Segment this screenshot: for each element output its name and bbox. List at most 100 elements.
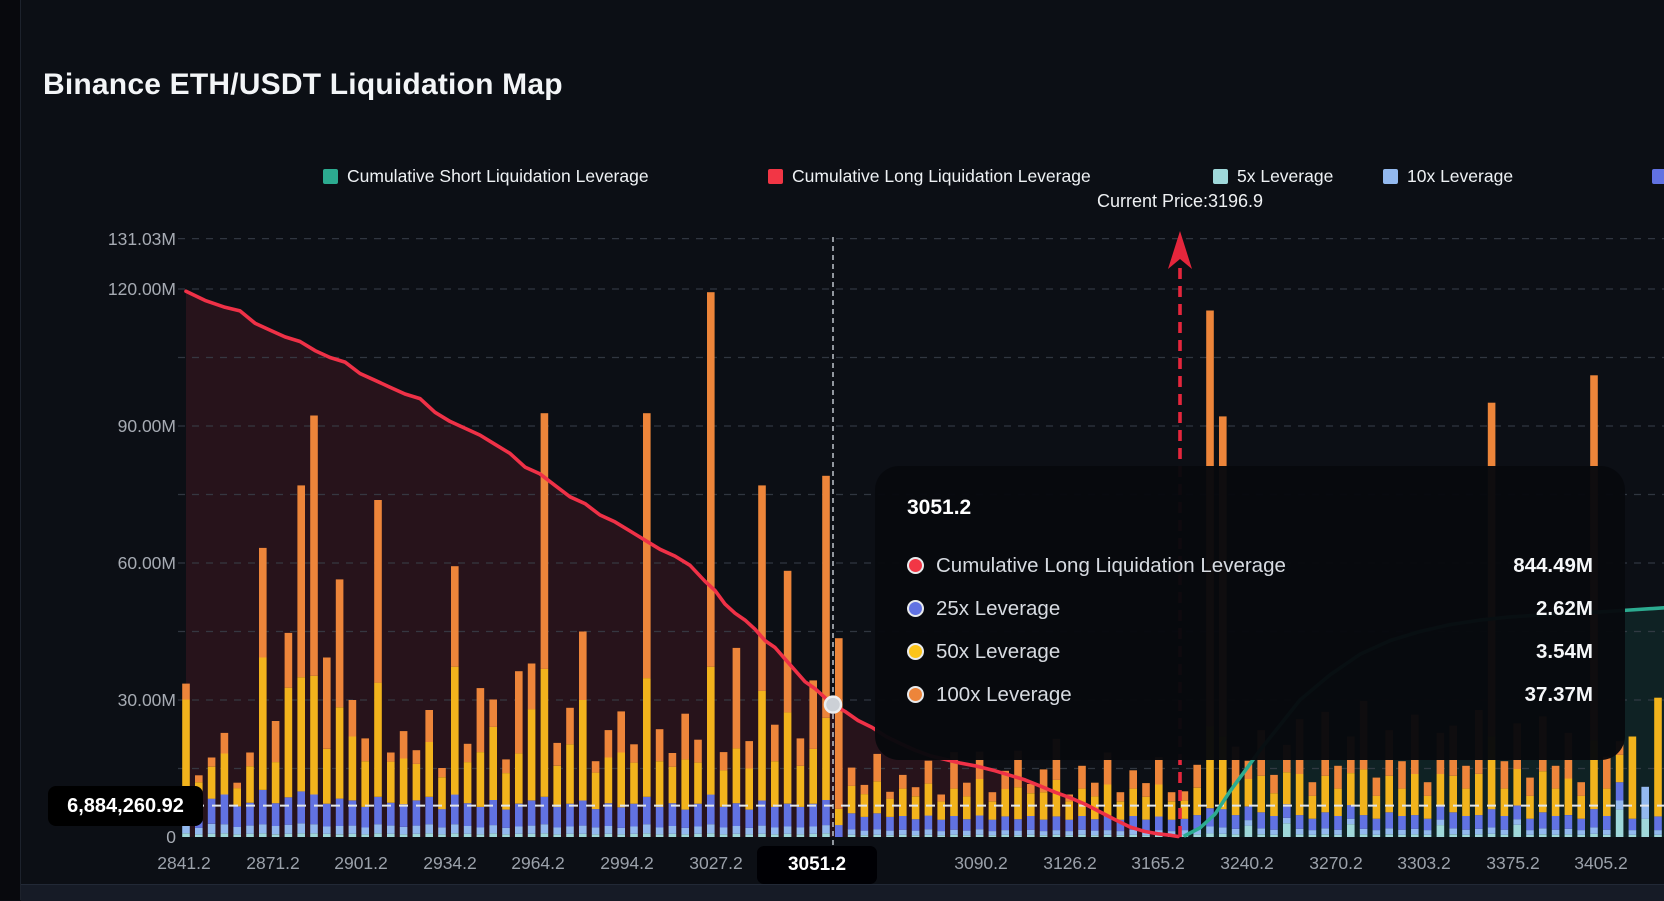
liquidation-bar-segment[interactable] xyxy=(617,752,625,808)
liquidation-bar-segment[interactable] xyxy=(182,825,190,834)
liquidation-bar-segment[interactable] xyxy=(1423,782,1432,796)
liquidation-bar-segment[interactable] xyxy=(1500,829,1509,835)
liquidation-bar-segment[interactable] xyxy=(1257,812,1265,829)
liquidation-bar-segment[interactable] xyxy=(694,833,702,837)
liquidation-bar-segment[interactable] xyxy=(1449,828,1457,835)
legend-item-1[interactable]: Cumulative Short Liquidation Leverage xyxy=(323,163,649,189)
liquidation-bar-segment[interactable] xyxy=(1219,827,1227,834)
liquidation-bar-segment[interactable] xyxy=(1449,812,1457,829)
liquidation-bar-segment[interactable] xyxy=(1654,830,1662,835)
liquidation-bar-segment[interactable] xyxy=(361,827,369,835)
liquidation-bar-segment[interactable] xyxy=(809,680,817,749)
liquidation-bar-segment[interactable] xyxy=(1475,834,1483,837)
liquidation-bar-segment[interactable] xyxy=(246,752,254,767)
liquidation-bar-segment[interactable] xyxy=(719,834,728,837)
liquidation-bar-segment[interactable] xyxy=(463,826,472,834)
liquidation-bar-segment[interactable] xyxy=(489,825,497,834)
liquidation-bar-segment[interactable] xyxy=(694,803,702,827)
liquidation-bar-segment[interactable] xyxy=(438,809,446,828)
liquidation-bar-segment[interactable] xyxy=(1436,825,1445,837)
liquidation-bar-segment[interactable] xyxy=(1039,769,1048,793)
liquidation-bar-segment[interactable] xyxy=(1526,818,1534,831)
liquidation-bar-segment[interactable] xyxy=(476,806,485,828)
liquidation-bar-segment[interactable] xyxy=(1551,829,1560,835)
liquidation-bar-segment[interactable] xyxy=(527,825,536,834)
liquidation-bar-segment[interactable] xyxy=(911,819,920,831)
liquidation-bar-segment[interactable] xyxy=(195,834,203,837)
liquidation-bar-segment[interactable] xyxy=(1347,818,1355,825)
liquidation-bar-segment[interactable] xyxy=(1590,740,1598,810)
liquidation-bar-segment[interactable] xyxy=(1475,815,1483,829)
liquidation-bar-segment[interactable] xyxy=(489,800,497,826)
liquidation-bar-segment[interactable] xyxy=(233,806,241,827)
liquidation-bar-segment[interactable] xyxy=(1334,829,1342,835)
liquidation-bar-segment[interactable] xyxy=(1078,816,1086,830)
liquidation-bar-segment[interactable] xyxy=(668,826,677,834)
liquidation-bar-segment[interactable] xyxy=(847,829,856,835)
liquidation-bar-segment[interactable] xyxy=(911,835,920,837)
liquidation-bar-segment[interactable] xyxy=(1052,830,1061,835)
liquidation-bar-segment[interactable] xyxy=(681,827,689,835)
liquidation-bar-segment[interactable] xyxy=(489,726,497,800)
liquidation-bar-segment[interactable] xyxy=(886,830,894,836)
liquidation-bar-segment[interactable] xyxy=(553,834,561,837)
liquidation-bar-segment[interactable] xyxy=(463,762,472,804)
liquidation-bar-segment[interactable] xyxy=(579,700,587,801)
liquidation-bar-segment[interactable] xyxy=(707,666,715,795)
liquidation-bar-segment[interactable] xyxy=(1308,782,1317,796)
liquidation-bar-segment[interactable] xyxy=(681,809,689,828)
liquidation-bar-segment[interactable] xyxy=(1078,765,1086,789)
liquidation-bar-segment[interactable] xyxy=(1065,831,1073,836)
liquidation-bar-segment[interactable] xyxy=(873,753,881,782)
liquidation-bar-segment[interactable] xyxy=(617,834,625,837)
liquidation-bar-segment[interactable] xyxy=(271,721,280,763)
liquidation-bar-segment[interactable] xyxy=(1001,830,1009,835)
liquidation-bar-segment[interactable] xyxy=(1577,830,1585,835)
liquidation-bar-segment[interactable] xyxy=(1142,835,1150,837)
liquidation-bar-segment[interactable] xyxy=(463,803,472,826)
liquidation-bar-segment[interactable] xyxy=(335,834,344,837)
liquidation-bar-segment[interactable] xyxy=(1219,833,1227,837)
liquidation-bar-segment[interactable] xyxy=(591,809,600,828)
liquidation-bar-segment[interactable] xyxy=(1193,764,1201,788)
liquidation-bar-segment[interactable] xyxy=(1014,835,1022,837)
liquidation-bar-segment[interactable] xyxy=(1372,777,1381,796)
liquidation-bar-segment[interactable] xyxy=(335,579,344,708)
liquidation-bar-segment[interactable] xyxy=(1385,834,1393,837)
liquidation-bar-segment[interactable] xyxy=(1052,779,1061,817)
liquidation-bar-segment[interactable] xyxy=(1244,760,1253,779)
liquidation-bar-segment[interactable] xyxy=(899,834,907,837)
liquidation-bar-segment[interactable] xyxy=(463,833,472,837)
liquidation-bar-segment[interactable] xyxy=(1347,805,1355,819)
liquidation-bar-segment[interactable] xyxy=(796,827,805,835)
liquidation-bar-segment[interactable] xyxy=(1564,815,1573,829)
liquidation-bar-segment[interactable] xyxy=(783,803,792,827)
liquidation-bar-segment[interactable] xyxy=(1551,788,1560,816)
liquidation-bar-segment[interactable] xyxy=(911,796,920,820)
liquidation-bar-segment[interactable] xyxy=(694,739,702,763)
liquidation-bar-segment[interactable] xyxy=(1334,765,1342,789)
liquidation-bar-segment[interactable] xyxy=(1219,736,1227,810)
liquidation-bar-segment[interactable] xyxy=(1065,801,1073,820)
liquidation-bar-segment[interactable] xyxy=(1436,774,1445,806)
liquidation-bar-segment[interactable] xyxy=(655,761,664,807)
liquidation-bar-segment[interactable] xyxy=(220,833,229,837)
liquidation-bar-segment[interactable] xyxy=(515,803,523,827)
liquidation-bar-segment[interactable] xyxy=(937,801,945,820)
liquidation-bar-segment[interactable] xyxy=(297,823,305,834)
liquidation-bar-segment[interactable] xyxy=(1244,779,1253,807)
liquidation-bar-segment[interactable] xyxy=(1628,834,1637,837)
liquidation-bar-segment[interactable] xyxy=(1603,788,1611,816)
liquidation-bar-segment[interactable] xyxy=(655,806,664,828)
liquidation-bar-segment[interactable] xyxy=(1577,795,1585,819)
liquidation-bar-segment[interactable] xyxy=(1308,795,1317,819)
liquidation-bar-segment[interactable] xyxy=(873,829,881,835)
liquidation-bar-segment[interactable] xyxy=(1615,754,1624,783)
liquidation-bar-segment[interactable] xyxy=(1001,834,1009,837)
liquidation-bar-segment[interactable] xyxy=(489,833,497,837)
liquidation-bar-segment[interactable] xyxy=(950,829,958,835)
liquidation-bar-segment[interactable] xyxy=(1167,831,1176,836)
liquidation-bar-segment[interactable] xyxy=(886,816,894,831)
liquidation-bar-segment[interactable] xyxy=(924,829,933,835)
liquidation-bar-segment[interactable] xyxy=(937,831,945,836)
